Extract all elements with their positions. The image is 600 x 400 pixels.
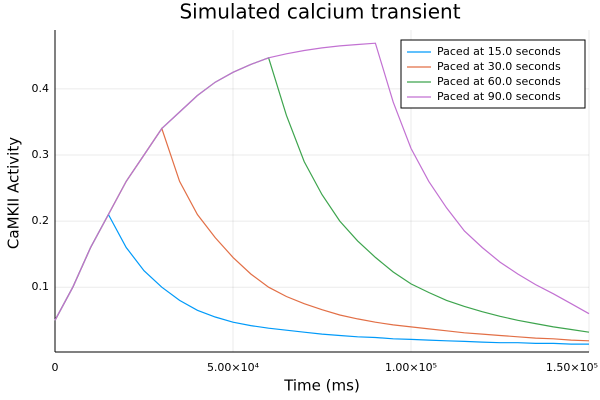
- legend-label: Paced at 90.0 seconds: [437, 90, 561, 103]
- y-tick-label: 0.3: [32, 148, 50, 161]
- legend-box: [400, 39, 586, 109]
- x-axis-label: Time (ms): [283, 377, 360, 395]
- y-axis-label: CaMKII Activity: [5, 137, 23, 249]
- y-tick-label: 0.1: [32, 280, 50, 293]
- line: [54, 213, 589, 345]
- line: [54, 127, 590, 342]
- x-tick-label: 5.00×10⁴: [207, 361, 260, 374]
- legend-label: Paced at 30.0 seconds: [437, 60, 561, 73]
- y-tick-label: 0.2: [32, 214, 50, 227]
- legend-label: Paced at 15.0 seconds: [437, 45, 561, 58]
- y-tick-label: 0.4: [32, 82, 50, 95]
- x-tick-label: 0: [52, 361, 59, 374]
- line: [54, 42, 590, 321]
- x-tick-label: 1.50×10⁵: [546, 361, 598, 374]
- legend: Paced at 15.0 seconds Paced at 30.0 secon…: [400, 39, 586, 109]
- chart-title: Simulated calcium transient: [179, 0, 460, 24]
- legend-label: Paced at 60.0 seconds: [437, 75, 561, 88]
- x-tick-label: 1.00×10⁵: [385, 361, 437, 374]
